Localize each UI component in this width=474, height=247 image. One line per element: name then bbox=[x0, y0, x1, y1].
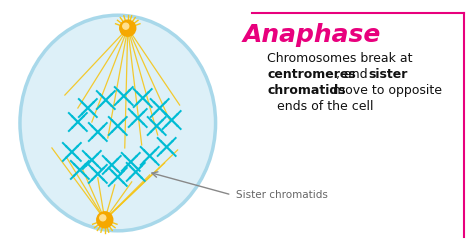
Circle shape bbox=[123, 23, 129, 29]
Circle shape bbox=[100, 215, 106, 221]
Text: chromatids: chromatids bbox=[267, 84, 346, 97]
Text: Sister chromatids: Sister chromatids bbox=[236, 190, 328, 200]
Text: Anaphase: Anaphase bbox=[242, 23, 381, 47]
Text: move to opposite: move to opposite bbox=[329, 84, 442, 97]
Circle shape bbox=[120, 20, 136, 36]
Ellipse shape bbox=[20, 15, 216, 231]
Text: , and: , and bbox=[337, 68, 372, 81]
Text: Chromosomes break at: Chromosomes break at bbox=[267, 52, 413, 65]
Text: centromeres: centromeres bbox=[267, 68, 356, 81]
Circle shape bbox=[97, 212, 113, 228]
Text: sister: sister bbox=[368, 68, 408, 81]
Text: ends of the cell: ends of the cell bbox=[277, 100, 374, 113]
